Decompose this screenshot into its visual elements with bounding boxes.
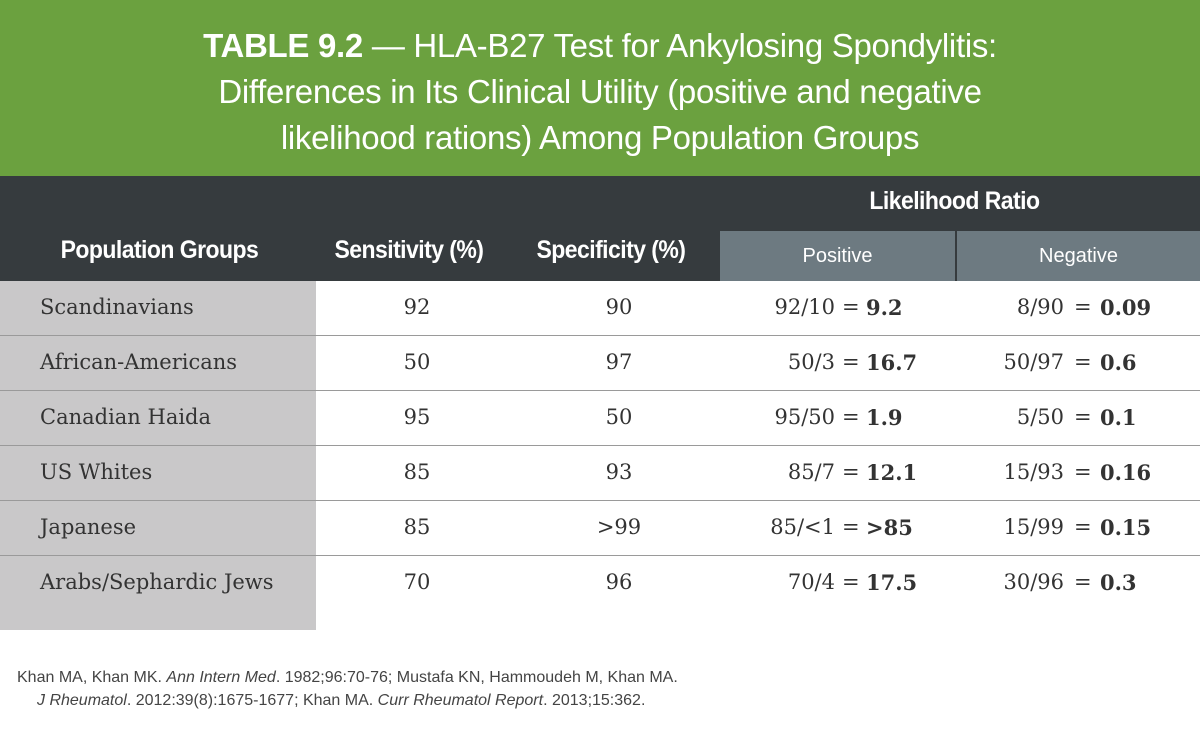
negative-fraction: 50/97 bbox=[1003, 350, 1064, 374]
sensitivity-cell: 85 bbox=[403, 460, 431, 484]
specificity-cell: 96 bbox=[605, 570, 633, 594]
group-cell: Japanese bbox=[40, 515, 137, 539]
equals-sign: = bbox=[1074, 295, 1092, 319]
table-title: TABLE 9.2 — HLA-B27 Test for Ankylosing … bbox=[0, 0, 1200, 176]
positive-lr-value: 9.2 bbox=[866, 295, 903, 320]
positive-fraction: 70/4 bbox=[787, 570, 835, 594]
group-cell: Arabs/Sephardic Jews bbox=[40, 570, 274, 594]
negative-fraction: 15/93 bbox=[1003, 460, 1064, 484]
table-row: Arabs/Sephardic Jews 70 96 70/4 = 17.5 30/96 = 0… bbox=[0, 556, 1200, 611]
positive-lr-value: 17.5 bbox=[866, 570, 918, 595]
negative-lr-value: 0.15 bbox=[1100, 515, 1152, 540]
negative-lr-value: 0.16 bbox=[1100, 460, 1152, 485]
table-row: Scandinavians 92 90 92/10 = 9.2 8/90 = 0.09 bbox=[0, 281, 1200, 336]
positive-fraction: 92/10 bbox=[774, 295, 835, 319]
equals-sign: = bbox=[1074, 570, 1092, 594]
negative-fraction: 30/96 bbox=[1003, 570, 1064, 594]
table-row: Canadian Haida 95 50 95/50 = 1.9 5/50 = 0.1 bbox=[0, 391, 1200, 446]
ref-text: . 2012:39(8):1675-1677; Khan MA. bbox=[126, 692, 378, 709]
group-column-background bbox=[0, 281, 316, 630]
sensitivity-cell: 95 bbox=[403, 405, 431, 429]
header-positive: Positive bbox=[720, 231, 955, 281]
negative-lr-value: 0.6 bbox=[1100, 350, 1137, 375]
equals-sign: = bbox=[842, 295, 860, 319]
group-cell: African-Americans bbox=[40, 350, 238, 374]
specificity-cell: 50 bbox=[605, 405, 633, 429]
negative-fraction: 15/99 bbox=[1003, 515, 1064, 539]
sensitivity-cell: 85 bbox=[403, 515, 431, 539]
ref-text: . 1982;96:70-76; Mustafa KN, Hammoudeh M… bbox=[275, 669, 678, 686]
ref-journal: Curr Rheumatol Report bbox=[377, 692, 544, 709]
ref-journal: Ann Intern Med bbox=[166, 669, 276, 686]
header-negative: Negative bbox=[957, 231, 1200, 281]
sensitivity-cell: 92 bbox=[403, 295, 431, 319]
title-line: Differences in Its Clinical Utility (pos… bbox=[218, 73, 982, 110]
negative-fraction: 5/50 bbox=[1016, 405, 1064, 429]
table-row: US Whites 85 93 85/7 = 12.1 15/93 = 0.16 bbox=[0, 446, 1200, 501]
specificity-cell: >99 bbox=[596, 515, 642, 539]
table-row: African-Americans 50 97 50/3 = 16.7 50/97 = 0.6 bbox=[0, 336, 1200, 391]
specificity-cell: 93 bbox=[605, 460, 633, 484]
equals-sign: = bbox=[842, 350, 860, 374]
positive-fraction: 95/50 bbox=[774, 405, 835, 429]
header-sensitivity: Sensitivity (%) bbox=[334, 236, 484, 264]
equals-sign: = bbox=[1074, 350, 1092, 374]
positive-fraction: 85/7 bbox=[787, 460, 835, 484]
equals-sign: = bbox=[842, 405, 860, 429]
ref-text: . 2013;15:362. bbox=[543, 692, 646, 709]
sensitivity-cell: 70 bbox=[403, 570, 431, 594]
equals-sign: = bbox=[842, 515, 860, 539]
positive-lr-value: 16.7 bbox=[866, 350, 918, 375]
ref-text: Khan MA, Khan MK. bbox=[17, 669, 167, 686]
negative-lr-value: 0.09 bbox=[1100, 295, 1152, 320]
reference-note: Khan MA, Khan MK. Ann Intern Med. 1982;9… bbox=[17, 666, 678, 712]
table-header: Population Groups Sensitivity (%) Specif… bbox=[0, 176, 1200, 281]
specificity-cell: 90 bbox=[605, 295, 633, 319]
sensitivity-cell: 50 bbox=[403, 350, 431, 374]
table-number: TABLE 9.2 bbox=[203, 27, 363, 64]
group-cell: US Whites bbox=[40, 460, 153, 484]
positive-fraction: 50/3 bbox=[787, 350, 835, 374]
title-line: — HLA-B27 Test for Ankylosing Spondyliti… bbox=[362, 27, 997, 64]
negative-lr-value: 0.3 bbox=[1100, 570, 1137, 595]
table-row: Japanese 85 >99 85/<1 = >85 15/99 = 0.15 bbox=[0, 501, 1200, 556]
ref-journal: J Rheumatol bbox=[37, 692, 127, 709]
header-specificity: Specificity (%) bbox=[536, 236, 686, 264]
positive-lr-value: >85 bbox=[866, 515, 913, 540]
group-cell: Canadian Haida bbox=[40, 405, 212, 429]
positive-fraction: 85/<1 bbox=[770, 515, 835, 539]
positive-lr-value: 1.9 bbox=[866, 405, 903, 430]
equals-sign: = bbox=[842, 570, 860, 594]
equals-sign: = bbox=[1074, 515, 1092, 539]
negative-fraction: 8/90 bbox=[1016, 295, 1064, 319]
equals-sign: = bbox=[1074, 460, 1092, 484]
equals-sign: = bbox=[1074, 405, 1092, 429]
header-population-groups: Population Groups bbox=[60, 236, 259, 264]
group-cell: Scandinavians bbox=[40, 295, 194, 319]
negative-lr-value: 0.1 bbox=[1100, 405, 1137, 430]
positive-lr-value: 12.1 bbox=[866, 460, 918, 485]
header-likelihood-ratio: Likelihood Ratio bbox=[869, 187, 1040, 215]
title-line: likelihood rations) Among Population Gro… bbox=[280, 119, 920, 156]
specificity-cell: 97 bbox=[605, 350, 633, 374]
equals-sign: = bbox=[842, 460, 860, 484]
